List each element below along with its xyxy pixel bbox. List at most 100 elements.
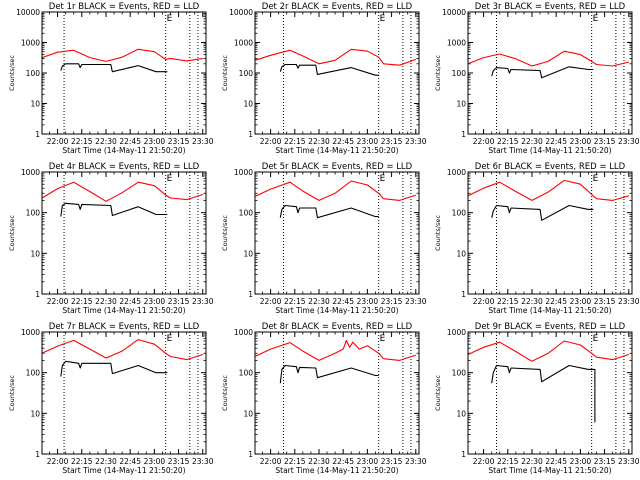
marker-label: E — [167, 174, 173, 184]
plot-frame — [41, 11, 207, 135]
x-tick-label: 22:45 — [545, 297, 567, 306]
x-axis-label: Start Time (14-May-11 21:50:20) — [275, 146, 398, 155]
y-axis-label: Counts/sec — [221, 55, 229, 91]
x-tick-label: 22:15 — [71, 457, 93, 466]
y-tick-label: 1000 — [234, 328, 253, 337]
y-tick-label: 10 — [30, 409, 40, 418]
x-tick-label: 23:30 — [405, 457, 427, 466]
x-tick-label: 23:00 — [570, 297, 592, 306]
x-tick-label: 23:15 — [168, 137, 190, 146]
x-tick-label: 22:00 — [260, 137, 282, 146]
x-tick-label: 22:30 — [521, 137, 543, 146]
x-tick-label: 22:30 — [521, 457, 543, 466]
lld-rate-line — [254, 339, 416, 361]
x-tick-label: 22:30 — [308, 137, 330, 146]
y-tick-label: 1000 — [21, 168, 40, 177]
x-tick-label: 23:30 — [618, 297, 640, 306]
panel-det-2: Det 2r BLACK = Events, RED = LLD E 1 10 100 1… — [221, 2, 427, 155]
panel-title: Det 8r BLACK = Events, RED = LLD — [262, 322, 413, 332]
y-tick-label: 10 — [30, 100, 40, 109]
event-rate-line — [279, 63, 379, 76]
x-tick-label: 23:30 — [618, 457, 640, 466]
marker-label: E — [380, 174, 386, 184]
y-tick-label: 1 — [248, 450, 253, 459]
y-tick-label: 1 — [248, 130, 253, 139]
x-axis-label: Start Time (14-May-11 21:50:20) — [275, 466, 398, 475]
panel-det-6: Det 6r BLACK = Events, RED = LLD E 1 10 100 1… — [434, 162, 640, 315]
x-tick-label: 22:15 — [497, 137, 519, 146]
x-tick-label: 23:15 — [381, 457, 403, 466]
panel-title: Det 2r BLACK = Events, RED = LLD — [262, 2, 413, 12]
x-tick-label: 22:00 — [260, 457, 282, 466]
event-rate-line — [279, 204, 379, 219]
lld-rate-line — [41, 181, 203, 202]
lld-rate-line — [254, 48, 416, 66]
y-tick-label: 1000 — [447, 168, 466, 177]
x-tick-label: 22:30 — [308, 457, 330, 466]
plot-frame — [254, 331, 420, 455]
x-tick-label: 23:00 — [357, 297, 379, 306]
x-tick-label: 23:15 — [381, 297, 403, 306]
x-tick-label: 23:15 — [594, 297, 616, 306]
y-tick-label: 1000 — [21, 39, 40, 48]
x-tick-label: 23:15 — [594, 457, 616, 466]
panel-title: Det 5r BLACK = Events, RED = LLD — [262, 162, 413, 172]
x-tick-label: 23:00 — [357, 137, 379, 146]
x-tick-label: 22:30 — [95, 457, 117, 466]
y-tick-label: 100 — [452, 69, 467, 78]
y-tick-label: 10 — [456, 100, 466, 109]
y-tick-label: 10 — [456, 249, 466, 258]
y-tick-label: 1000 — [234, 39, 253, 48]
x-axis-label: Start Time (14-May-11 21:50:20) — [488, 146, 611, 155]
panel-title: Det 9r BLACK = Events, RED = LLD — [475, 322, 626, 332]
x-tick-label: 22:45 — [332, 457, 354, 466]
x-tick-label: 23:30 — [192, 137, 214, 146]
y-tick-label: 10000 — [229, 8, 253, 17]
y-tick-label: 1000 — [447, 328, 466, 337]
lld-rate-line — [41, 48, 203, 62]
x-tick-label: 22:45 — [119, 137, 141, 146]
panel-title: Det 7r BLACK = Events, RED = LLD — [49, 322, 200, 332]
x-tick-label: 22:00 — [260, 297, 282, 306]
y-tick-label: 100 — [239, 209, 254, 218]
marker-label: E — [380, 334, 386, 344]
x-tick-label: 23:00 — [144, 297, 166, 306]
event-rate-line — [60, 360, 168, 377]
panel-det-3: Det 3r BLACK = Events, RED = LLD E 1 10 100 1… — [434, 2, 640, 155]
y-tick-label: 1000 — [21, 328, 40, 337]
panel-det-5: Det 5r BLACK = Events, RED = LLD E 1 10 100 1… — [221, 162, 427, 315]
x-tick-label: 22:15 — [284, 457, 306, 466]
marker-label: E — [167, 334, 173, 344]
y-tick-label: 1 — [35, 290, 40, 299]
y-axis-label: Counts/sec — [8, 55, 16, 91]
y-tick-label: 10000 — [16, 8, 40, 17]
x-tick-label: 22:00 — [47, 137, 69, 146]
y-tick-label: 1 — [461, 290, 466, 299]
panel-title: Det 6r BLACK = Events, RED = LLD — [475, 162, 626, 172]
x-tick-label: 23:30 — [618, 137, 640, 146]
y-tick-label: 1 — [248, 290, 253, 299]
lld-rate-line — [467, 50, 629, 67]
panel-title: Det 4r BLACK = Events, RED = LLD — [49, 162, 200, 172]
x-tick-label: 23:15 — [168, 297, 190, 306]
x-tick-label: 22:00 — [47, 457, 69, 466]
x-tick-label: 22:30 — [95, 297, 117, 306]
x-tick-label: 22:45 — [545, 137, 567, 146]
y-tick-label: 1000 — [234, 168, 253, 177]
lld-rate-line — [467, 340, 629, 362]
x-tick-label: 23:30 — [192, 457, 214, 466]
x-tick-label: 22:15 — [71, 137, 93, 146]
x-axis-label: Start Time (14-May-11 21:50:20) — [62, 306, 185, 315]
event-rate-line — [60, 202, 168, 217]
y-tick-label: 10 — [243, 409, 253, 418]
plot-frame — [254, 171, 420, 295]
x-tick-label: 23:00 — [144, 457, 166, 466]
x-tick-label: 22:30 — [308, 297, 330, 306]
panel-title: Det 3r BLACK = Events, RED = LLD — [475, 2, 626, 12]
y-tick-label: 1 — [35, 450, 40, 459]
y-axis-label: Counts/sec — [221, 215, 229, 251]
x-axis-label: Start Time (14-May-11 21:50:20) — [488, 466, 611, 475]
marker-label: E — [380, 14, 386, 24]
y-tick-label: 10 — [243, 249, 253, 258]
